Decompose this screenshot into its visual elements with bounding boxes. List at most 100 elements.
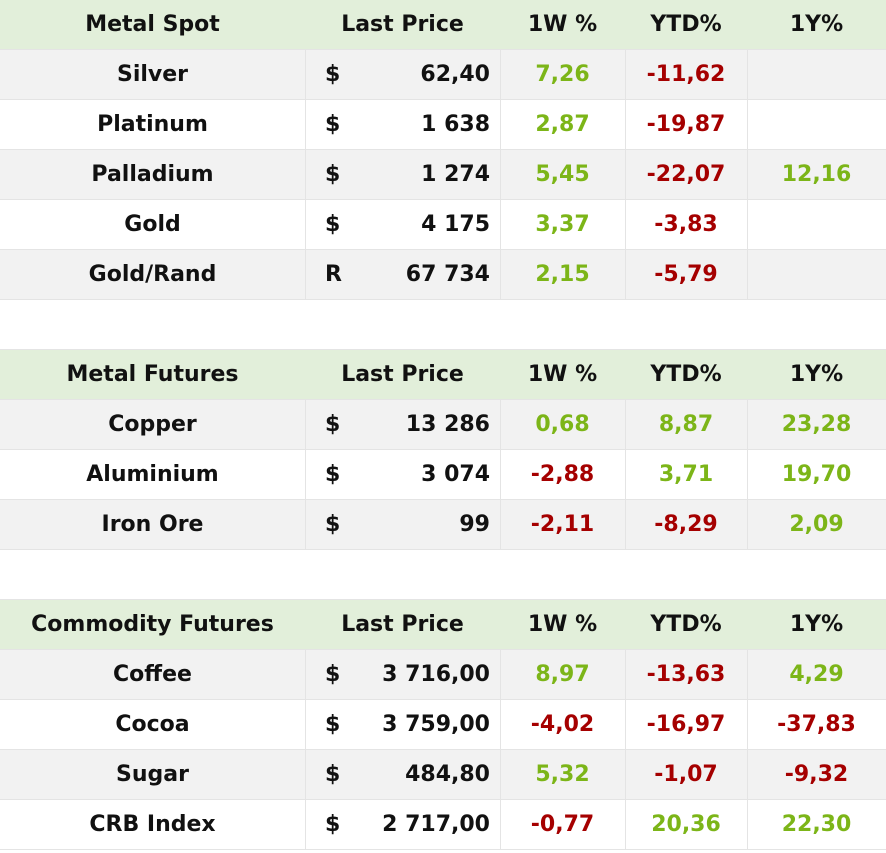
header-ytd: YTD% bbox=[650, 12, 722, 37]
header-1w: 1W % bbox=[527, 362, 598, 387]
commodity-name: Gold/Rand bbox=[88, 262, 217, 287]
data-row: Gold/Rand R 67 734 2,15 -5,79 bbox=[0, 250, 886, 300]
data-row: Iron Ore $99 -2,11 -8,29 2,09 bbox=[0, 500, 886, 550]
last-price: 4 175 bbox=[421, 212, 490, 237]
change-1y: -9,32 bbox=[784, 762, 849, 787]
data-row: Cocoa $3 759,00 -4,02 -16,97 -37,83 bbox=[0, 700, 886, 750]
change-ytd: 20,36 bbox=[651, 812, 721, 837]
cell-border bbox=[747, 800, 748, 850]
cell-border bbox=[500, 450, 501, 500]
cell-border bbox=[747, 650, 748, 700]
change-1y: 4,29 bbox=[789, 662, 844, 687]
change-ytd: -22,07 bbox=[646, 162, 726, 187]
header-row: Metal Futures Last Price 1W % YTD% 1Y% bbox=[0, 350, 886, 400]
header-title: Commodity Futures bbox=[31, 612, 274, 637]
data-row: Palladium $1 274 5,45 -22,07 12,16 bbox=[0, 150, 886, 200]
cell-border bbox=[500, 100, 501, 150]
cell-border bbox=[747, 700, 748, 750]
cell-border bbox=[500, 650, 501, 700]
header-title: Metal Spot bbox=[85, 12, 220, 37]
change-1w: -4,02 bbox=[530, 712, 595, 737]
change-1w: 7,26 bbox=[535, 62, 590, 87]
header-title: Metal Futures bbox=[66, 362, 239, 387]
cell-border bbox=[625, 500, 626, 550]
commodity-name: Sugar bbox=[116, 762, 189, 787]
currency: $ bbox=[325, 212, 341, 237]
last-price: 67 734 bbox=[405, 262, 490, 287]
spacer-row bbox=[0, 300, 886, 350]
last-price: 62,40 bbox=[420, 62, 490, 87]
cell-border bbox=[500, 250, 501, 300]
commodity-name: Iron Ore bbox=[101, 512, 204, 537]
cell-border bbox=[500, 500, 501, 550]
change-1y: -37,83 bbox=[777, 712, 856, 737]
last-price: 2 717,00 bbox=[382, 812, 490, 837]
cell-border bbox=[500, 700, 501, 750]
cell-border bbox=[625, 750, 626, 800]
currency: $ bbox=[325, 512, 341, 537]
change-ytd: -13,63 bbox=[646, 662, 726, 687]
cell-border bbox=[747, 200, 748, 250]
change-ytd: -16,97 bbox=[646, 712, 726, 737]
change-1w: 0,68 bbox=[535, 412, 590, 437]
change-ytd: -8,29 bbox=[654, 512, 718, 537]
cell-border bbox=[305, 200, 306, 250]
commodity-name: CRB Index bbox=[89, 812, 216, 837]
header-row: Metal Spot Last Price 1W % YTD% 1Y% bbox=[0, 0, 886, 50]
cell-border bbox=[500, 150, 501, 200]
change-1w: -0,77 bbox=[530, 812, 595, 837]
commodity-name: Palladium bbox=[91, 162, 214, 187]
cell-border bbox=[625, 200, 626, 250]
cell-border bbox=[747, 250, 748, 300]
commodity-name: Aluminium bbox=[86, 462, 219, 487]
last-price: 3 716,00 bbox=[382, 662, 490, 687]
change-1y: 12,16 bbox=[781, 162, 852, 187]
data-row: Sugar $484,80 5,32 -1,07 -9,32 bbox=[0, 750, 886, 800]
header-1y: 1Y% bbox=[789, 612, 844, 637]
change-ytd: -3,83 bbox=[654, 212, 718, 237]
cell-border bbox=[500, 200, 501, 250]
cell-border bbox=[625, 400, 626, 450]
change-1y: 2,09 bbox=[789, 512, 844, 537]
change-1w: 5,45 bbox=[535, 162, 590, 187]
change-ytd: 8,87 bbox=[658, 412, 714, 437]
last-price: 1 274 bbox=[421, 162, 490, 187]
header-ytd: YTD% bbox=[650, 612, 722, 637]
currency: $ bbox=[325, 762, 341, 787]
change-ytd: -5,79 bbox=[654, 262, 718, 287]
cell-border bbox=[625, 150, 626, 200]
header-price: Last Price bbox=[341, 612, 464, 637]
commodity-name: Silver bbox=[116, 62, 189, 87]
change-1y: 19,70 bbox=[781, 462, 852, 487]
commodity-name: Copper bbox=[108, 412, 197, 437]
cell-border bbox=[747, 50, 748, 100]
data-row: Coffee $3 716,00 8,97 -13,63 4,29 bbox=[0, 650, 886, 700]
cell-border bbox=[305, 800, 306, 850]
change-1y: 22,30 bbox=[781, 812, 852, 837]
header-1y: 1Y% bbox=[789, 362, 844, 387]
currency: $ bbox=[325, 712, 341, 737]
commodity-name: Cocoa bbox=[115, 712, 190, 737]
cell-border bbox=[625, 450, 626, 500]
last-price: 13 286 bbox=[405, 412, 490, 437]
data-row: Platinum $1 638 2,87 -19,87 bbox=[0, 100, 886, 150]
cell-border bbox=[747, 150, 748, 200]
currency: $ bbox=[325, 812, 341, 837]
last-price: 3 759,00 bbox=[382, 712, 490, 737]
change-1w: 8,97 bbox=[535, 662, 590, 687]
change-ytd: -11,62 bbox=[646, 62, 726, 87]
data-row: Copper $13 286 0,68 8,87 23,28 bbox=[0, 400, 886, 450]
cell-border bbox=[305, 50, 306, 100]
cell-border bbox=[747, 750, 748, 800]
change-1w: 3,37 bbox=[535, 212, 590, 237]
data-row: Silver $62,40 7,26 -11,62 bbox=[0, 50, 886, 100]
cell-border bbox=[500, 400, 501, 450]
cell-border bbox=[625, 700, 626, 750]
cell-border bbox=[305, 100, 306, 150]
change-1w: 5,32 bbox=[535, 762, 590, 787]
change-1y: 23,28 bbox=[781, 412, 852, 437]
currency: $ bbox=[325, 412, 341, 437]
header-price: Last Price bbox=[341, 12, 464, 37]
cell-border bbox=[305, 500, 306, 550]
